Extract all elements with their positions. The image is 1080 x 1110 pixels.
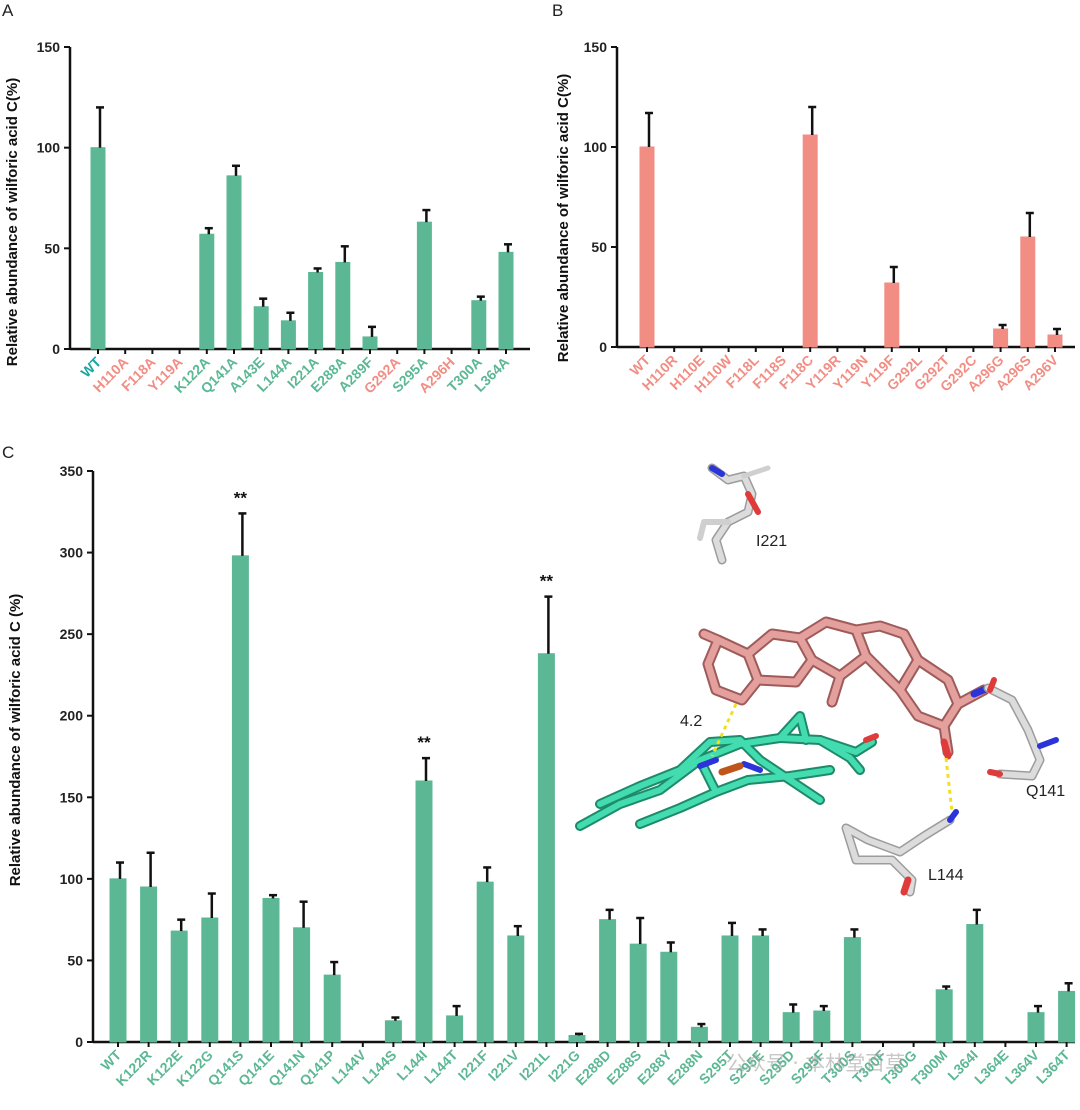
- bar-a-q141a: [226, 175, 242, 350]
- bar-a-l364a: [498, 251, 514, 350]
- bar-a-s295a: [416, 221, 432, 350]
- bar-c-i221g: [568, 1034, 586, 1043]
- y-tick-label-c: 100: [60, 871, 84, 887]
- bar-c-s295d: [782, 1012, 800, 1043]
- bar-c-l364t: [1058, 990, 1076, 1043]
- bar-c-k122e: [170, 930, 188, 1043]
- bar-c-l364i: [966, 924, 984, 1043]
- residue-label-q141: Q141: [1026, 783, 1065, 800]
- bar-c-l144t: [446, 1015, 464, 1043]
- bar-c-s295t: [721, 935, 739, 1043]
- bar-c-l364v: [1027, 1012, 1045, 1043]
- distance-line: [710, 703, 738, 757]
- bar-c-e288n: [690, 1026, 708, 1043]
- significance-marker: **: [540, 572, 554, 591]
- bar-chart-a: 050100150WTH110AF118AY119AK122AQ141AA143…: [37, 39, 530, 396]
- bar-a-wt: [90, 147, 106, 350]
- y-tick-label-a: 100: [37, 140, 61, 156]
- y-tick-label-c: 50: [67, 952, 83, 968]
- y-tick-label-a: 50: [44, 240, 60, 256]
- category-label-c: I221F: [455, 1046, 492, 1083]
- bar-chart-b: 050100150WTH110RH110EH110WF118LF118SF118…: [584, 39, 1075, 396]
- y-tick-label-c: 0: [75, 1034, 83, 1050]
- docking-structure-image: I221: [575, 463, 1065, 897]
- y-tick-label-c: 250: [60, 626, 84, 642]
- distance-label: 4.2: [680, 713, 702, 730]
- y-tick-label-b: 150: [584, 39, 608, 55]
- y-tick-label-a: 150: [37, 39, 61, 55]
- category-label-c: I221V: [485, 1046, 523, 1084]
- bar-chart-c: 050100150200250300350WTK122RK122EK122G**…: [60, 463, 1076, 1089]
- residue-q141-model: [983, 677, 1059, 781]
- y-tick-label-b: 100: [584, 139, 608, 155]
- residue-i221-model: [697, 463, 771, 565]
- bar-c-s295e: [752, 935, 770, 1043]
- significance-marker: **: [417, 733, 431, 752]
- bar-b-y119f: [884, 282, 900, 348]
- bar-c-e288y: [660, 951, 678, 1043]
- bar-c-q141e: [262, 897, 280, 1043]
- y-axis-label-a: Relative abundance of wilforic acid C(%): [4, 78, 21, 366]
- bar-a-e288a: [335, 261, 351, 350]
- y-tick-label-b: 50: [591, 239, 607, 255]
- bar-a-a143e: [253, 306, 269, 350]
- y-tick-label-c: 200: [60, 708, 84, 724]
- bar-c-i221v: [507, 935, 525, 1043]
- y-axis-label-b: Relative abundance of wilforic acid C(%): [555, 74, 572, 362]
- bar-a-a289f: [362, 336, 378, 350]
- ligand-model: [698, 616, 992, 760]
- bar-c-l144s: [384, 1020, 402, 1043]
- bar-c-k122g: [201, 917, 219, 1043]
- bar-c-wt: [109, 878, 127, 1043]
- bar-a-l144a: [280, 320, 296, 350]
- panel-label-b: B: [552, 1, 563, 20]
- bar-c-q141n: [293, 927, 311, 1043]
- category-label-c: L364T: [1033, 1046, 1073, 1086]
- category-label-c: L144S: [359, 1047, 399, 1087]
- bar-c-i221l: [537, 653, 555, 1043]
- y-tick-label-b: 0: [599, 339, 607, 355]
- bar-c-q141s: [231, 555, 249, 1043]
- y-tick-label-c: 300: [60, 545, 84, 561]
- bar-c-t300s: [843, 937, 861, 1043]
- bar-a-t300a: [471, 300, 487, 350]
- residue-label-l144: L144: [928, 867, 964, 884]
- bar-b-wt: [639, 146, 655, 348]
- bar-a-k122a: [199, 233, 215, 350]
- significance-marker: **: [234, 488, 248, 507]
- residue-label-i221: I221: [756, 533, 787, 550]
- category-label-c: E288N: [664, 1047, 706, 1089]
- category-label-c: L364V: [1002, 1046, 1043, 1087]
- hbond-line: [944, 757, 954, 813]
- category-label-c: I221L: [516, 1046, 553, 1083]
- bar-b-a296s: [1020, 236, 1036, 348]
- bar-c-e288d: [599, 919, 617, 1043]
- panel-label-c: C: [2, 443, 14, 462]
- bar-c-l144i: [415, 780, 433, 1043]
- residue-l144-model: [841, 809, 959, 897]
- bar-c-q141p: [323, 974, 341, 1043]
- bar-c-t300m: [935, 989, 953, 1043]
- y-tick-label-c: 350: [60, 463, 84, 479]
- y-axis-label-c: Relative abundance of wilforic acid C (%…: [7, 594, 24, 887]
- category-label-c: L144T: [421, 1046, 461, 1086]
- bar-a-i221a: [308, 271, 324, 350]
- y-tick-label-c: 150: [60, 789, 84, 805]
- bar-c-k122r: [140, 886, 158, 1043]
- bar-b-f118c: [802, 134, 818, 348]
- heme-model: [575, 711, 879, 831]
- bar-c-i221f: [476, 881, 494, 1043]
- bar-b-a296g: [993, 328, 1009, 348]
- bar-c-s295f: [813, 1010, 831, 1043]
- bar-c-e288s: [629, 943, 647, 1043]
- bar-b-a296v: [1047, 334, 1063, 348]
- category-label-c: L364E: [971, 1047, 1011, 1087]
- panel-label-a: A: [2, 1, 14, 20]
- y-tick-label-a: 0: [52, 341, 60, 357]
- watermark: 公众号 · 本林堂百草: [726, 1051, 905, 1075]
